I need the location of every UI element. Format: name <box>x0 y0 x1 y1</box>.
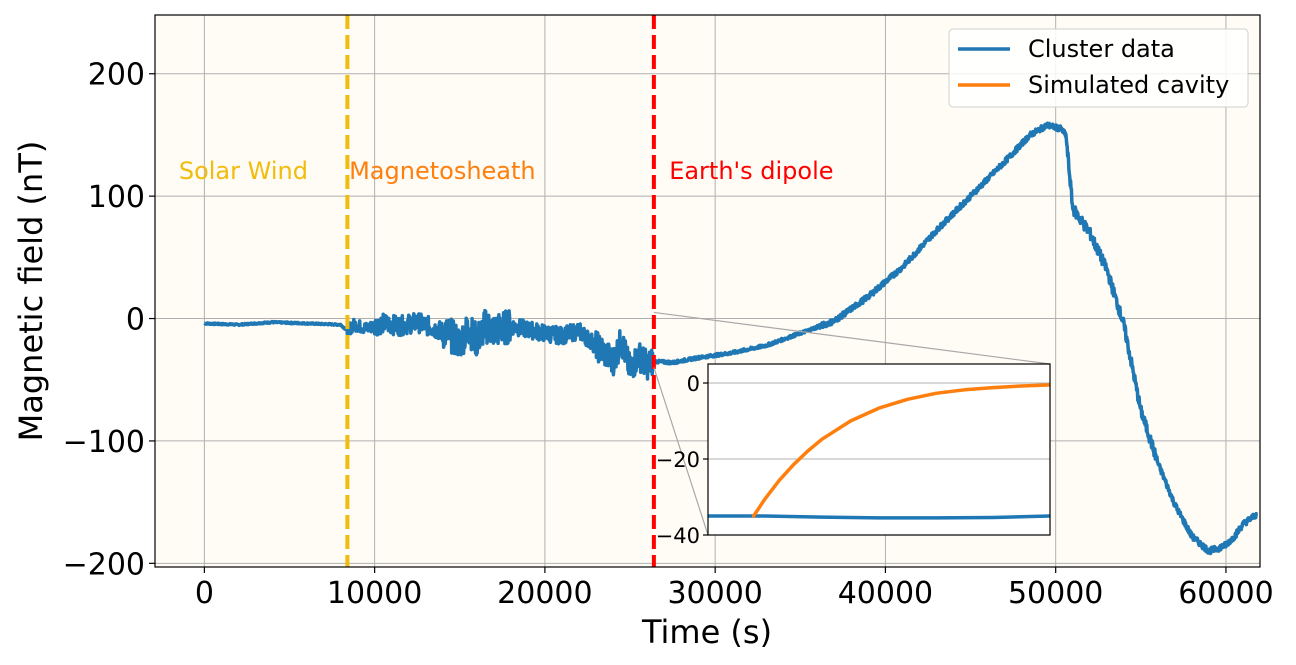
inset-connector-line <box>653 367 709 536</box>
y-tick-label: 0 <box>126 303 145 338</box>
y-tick-label: 200 <box>88 58 145 93</box>
main-ticks: 0 10000 20000 30000 40000 50000 60000−200−1000… <box>63 58 1274 611</box>
main-series <box>203 121 1259 556</box>
legend-label-cluster-data: Cluster data <box>1028 35 1175 63</box>
x-tick-label: 60000 <box>1178 576 1273 611</box>
legend: Cluster data Simulated cavity <box>948 28 1249 108</box>
region-label: Magnetosheath <box>349 157 536 185</box>
inset-tick-label: 0 <box>687 372 700 396</box>
inset-plot: −40 −20 0 <box>656 363 1051 548</box>
x-axis-label: Time (s) <box>641 613 772 651</box>
inset-connectors <box>653 311 1051 536</box>
inset-ticks: −40 −20 0 <box>656 372 708 548</box>
y-tick-label: −100 <box>63 425 145 460</box>
inset-frame <box>707 363 1051 536</box>
x-tick-label: 0 <box>195 576 214 611</box>
region-label: Solar Wind <box>179 157 308 185</box>
legend-box <box>948 28 1249 108</box>
inset-series <box>708 383 1050 520</box>
region-label: Earth's dipole <box>669 157 833 185</box>
x-tick-label: 50000 <box>1008 576 1103 611</box>
inset-series-line-simulated-cavity <box>751 383 1050 518</box>
y-axis-label: Magnetic field (nT) <box>12 141 50 442</box>
x-tick-label: 40000 <box>838 576 933 611</box>
region-labels: Solar Wind Magnetosheath Earth's dipole <box>179 157 834 185</box>
y-tick-label: 100 <box>88 180 145 215</box>
inset-background <box>708 364 1050 535</box>
x-tick-label: 20000 <box>497 576 592 611</box>
y-tick-label: −200 <box>63 547 145 582</box>
x-tick-label: 10000 <box>327 576 422 611</box>
x-tick-label: 30000 <box>667 576 762 611</box>
inset-series-line-cluster-data <box>708 514 1050 520</box>
inset-tick-label: −40 <box>656 524 700 548</box>
inset-connector-line <box>653 311 1051 365</box>
legend-label-simulated-cavity: Simulated cavity <box>1028 71 1229 99</box>
inset-tick-label: −20 <box>656 448 700 472</box>
series-line-cluster-data <box>203 121 1259 556</box>
plot-frame <box>154 14 1261 568</box>
region-boundaries <box>345 15 656 567</box>
main-grid <box>155 15 1260 567</box>
